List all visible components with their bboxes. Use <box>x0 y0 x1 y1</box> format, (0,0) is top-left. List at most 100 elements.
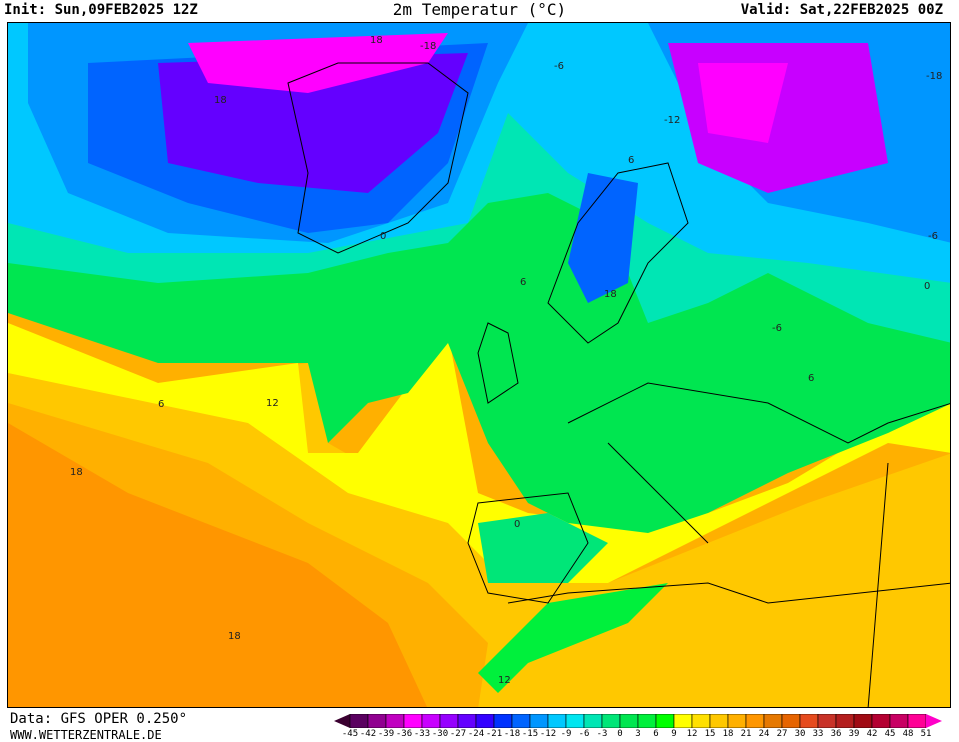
colorbar-tick-label: -9 <box>560 729 572 739</box>
coastlines <box>287 62 950 707</box>
colorbar-swatch <box>421 714 441 728</box>
colorbar-swatch <box>475 714 495 728</box>
colorbar-tick-label: -27 <box>449 729 467 739</box>
colorbar-tick-label: -15 <box>521 729 539 739</box>
colorbar-swatch <box>529 714 549 728</box>
colorbar-tick-label: 48 <box>902 729 914 739</box>
colorbar-swatch <box>439 714 459 728</box>
zone-iberia <box>478 513 608 583</box>
contour-label: 12 <box>498 675 511 686</box>
zone-9-15 <box>8 323 950 583</box>
colorbar-tick-label: 30 <box>794 729 806 739</box>
colorbar-tick-label: -39 <box>377 729 395 739</box>
colorbar-swatch <box>745 714 765 728</box>
contour-label: 12 <box>266 398 279 409</box>
colorbar-tick-label: 15 <box>704 729 716 739</box>
zone-minus36-east <box>698 63 788 143</box>
contour-label: 18 <box>604 289 617 300</box>
contour-labels: 18 18 -18 -6 -18 -6 0 6 18 -12 6 0 -6 6 12 18 18 6 12 0 <box>70 35 942 686</box>
colorbar-swatch <box>511 714 531 728</box>
colorbar-swatch <box>457 714 477 728</box>
colorbar-tick-label: -21 <box>485 729 503 739</box>
colorbar-swatch <box>673 714 693 728</box>
contour-label: 6 <box>628 155 634 166</box>
colorbar-swatch <box>871 714 891 728</box>
website-credit: WWW.WETTERZENTRALE.DE <box>10 728 162 742</box>
zone-21-24 <box>8 423 428 707</box>
contour-label: 6 <box>520 277 526 288</box>
zone-scandinavia <box>568 173 638 303</box>
contour-label: 6 <box>808 373 814 384</box>
contour-label: -6 <box>928 231 938 242</box>
colorbar-tick-label: 6 <box>653 729 659 739</box>
colorbar-ticks: -45 -42 -39 -36 -33 -3 0 -27 -24 -21 -18 -15 -12 -9 -6… <box>334 729 958 741</box>
zone-minus27 <box>158 53 468 193</box>
colorbar-tick-label: -24 <box>467 729 485 739</box>
colorbar-swatch <box>547 714 567 728</box>
contour-label: 0 <box>380 231 386 242</box>
colorbar-tick-label: 0 <box>617 729 623 739</box>
colorbar-tick-label: 18 <box>722 729 734 739</box>
temperature-map: 18 18 -18 -6 -18 -6 0 6 18 -12 6 0 -6 6 12 18 18 6 12 0 <box>7 22 951 708</box>
colorbar-swatch <box>403 714 423 728</box>
colorbar-swatch <box>385 714 405 728</box>
init-time: Init: Sun,09FEB2025 12Z <box>4 2 198 18</box>
colorbar-swatch <box>655 714 675 728</box>
valid-time: Valid: Sat,22FEB2025 00Z <box>740 2 943 18</box>
colorbar-tick-label: 9 <box>671 729 677 739</box>
contour-label: 6 <box>158 399 164 410</box>
zone-minus36 <box>188 33 448 93</box>
map-svg: 18 18 -18 -6 -18 -6 0 6 18 -12 6 0 -6 6 12 18 18 6 12 0 <box>8 23 950 707</box>
colorbar-swatch <box>565 714 585 728</box>
colorbar-swatch <box>889 714 909 728</box>
colorbar <box>334 714 942 728</box>
contour-label: -18 <box>926 71 942 82</box>
colorbar-swatch <box>709 714 729 728</box>
colorbar-tick-label: -36 <box>395 729 413 739</box>
colorbar-tick-label: 33 <box>812 729 824 739</box>
colorbar-swatch <box>493 714 513 728</box>
contour-label: -12 <box>664 115 680 126</box>
colorbar-tick-label: 39 <box>848 729 860 739</box>
colorbar-low-arrow <box>334 714 350 728</box>
colorbar-tick-label: 27 <box>776 729 788 739</box>
colorbar-high-arrow <box>926 714 942 728</box>
colorbar-swatch <box>367 714 387 728</box>
colorbar-tick-label: 24 <box>758 729 770 739</box>
colorbar-swatch <box>637 714 657 728</box>
colorbar-tick-label: -6 <box>578 729 590 739</box>
map-title: 2m Temperatur (°C) <box>392 0 567 19</box>
colorbar-tick-label: -42 <box>359 729 377 739</box>
colorbar-tick-label: -45 <box>341 729 359 739</box>
colorbar-swatch <box>907 714 927 728</box>
contour-label: -18 <box>420 41 436 52</box>
colorbar-swatch <box>727 714 747 728</box>
colorbar-swatch <box>583 714 603 728</box>
colorbar-tick-label: 3 <box>635 729 641 739</box>
colorbar-swatch <box>349 714 369 728</box>
colorbar-swatch <box>763 714 783 728</box>
colorbar-swatch <box>691 714 711 728</box>
contour-label: 18 <box>228 631 241 642</box>
colorbar-swatch <box>781 714 801 728</box>
colorbar-tick-label: 21 <box>740 729 752 739</box>
colorbar-swatch <box>601 714 621 728</box>
colorbar-swatch <box>619 714 639 728</box>
colorbar-tick-label: 12 <box>686 729 698 739</box>
colorbar-swatch <box>835 714 855 728</box>
contour-label: 0 <box>924 281 930 292</box>
colorbar-tick-label: -12 <box>539 729 557 739</box>
contour-label: 18 <box>70 467 83 478</box>
colorbar-swatch <box>799 714 819 728</box>
colorbar-tick-label: -18 <box>503 729 521 739</box>
colorbar-tick-label: 45 <box>884 729 896 739</box>
colorbar-tick-label: 51 <box>920 729 932 739</box>
colorbar-swatch <box>817 714 837 728</box>
colorbar-tick-label: -33 <box>413 729 431 739</box>
colorbar-tick-label: -3 <box>596 729 608 739</box>
contour-label: -6 <box>772 323 782 334</box>
contour-label: -6 <box>554 61 564 72</box>
contour-label: 18 <box>370 35 383 46</box>
colorbar-tick-label: 36 <box>830 729 842 739</box>
colorbar-swatch <box>853 714 873 728</box>
